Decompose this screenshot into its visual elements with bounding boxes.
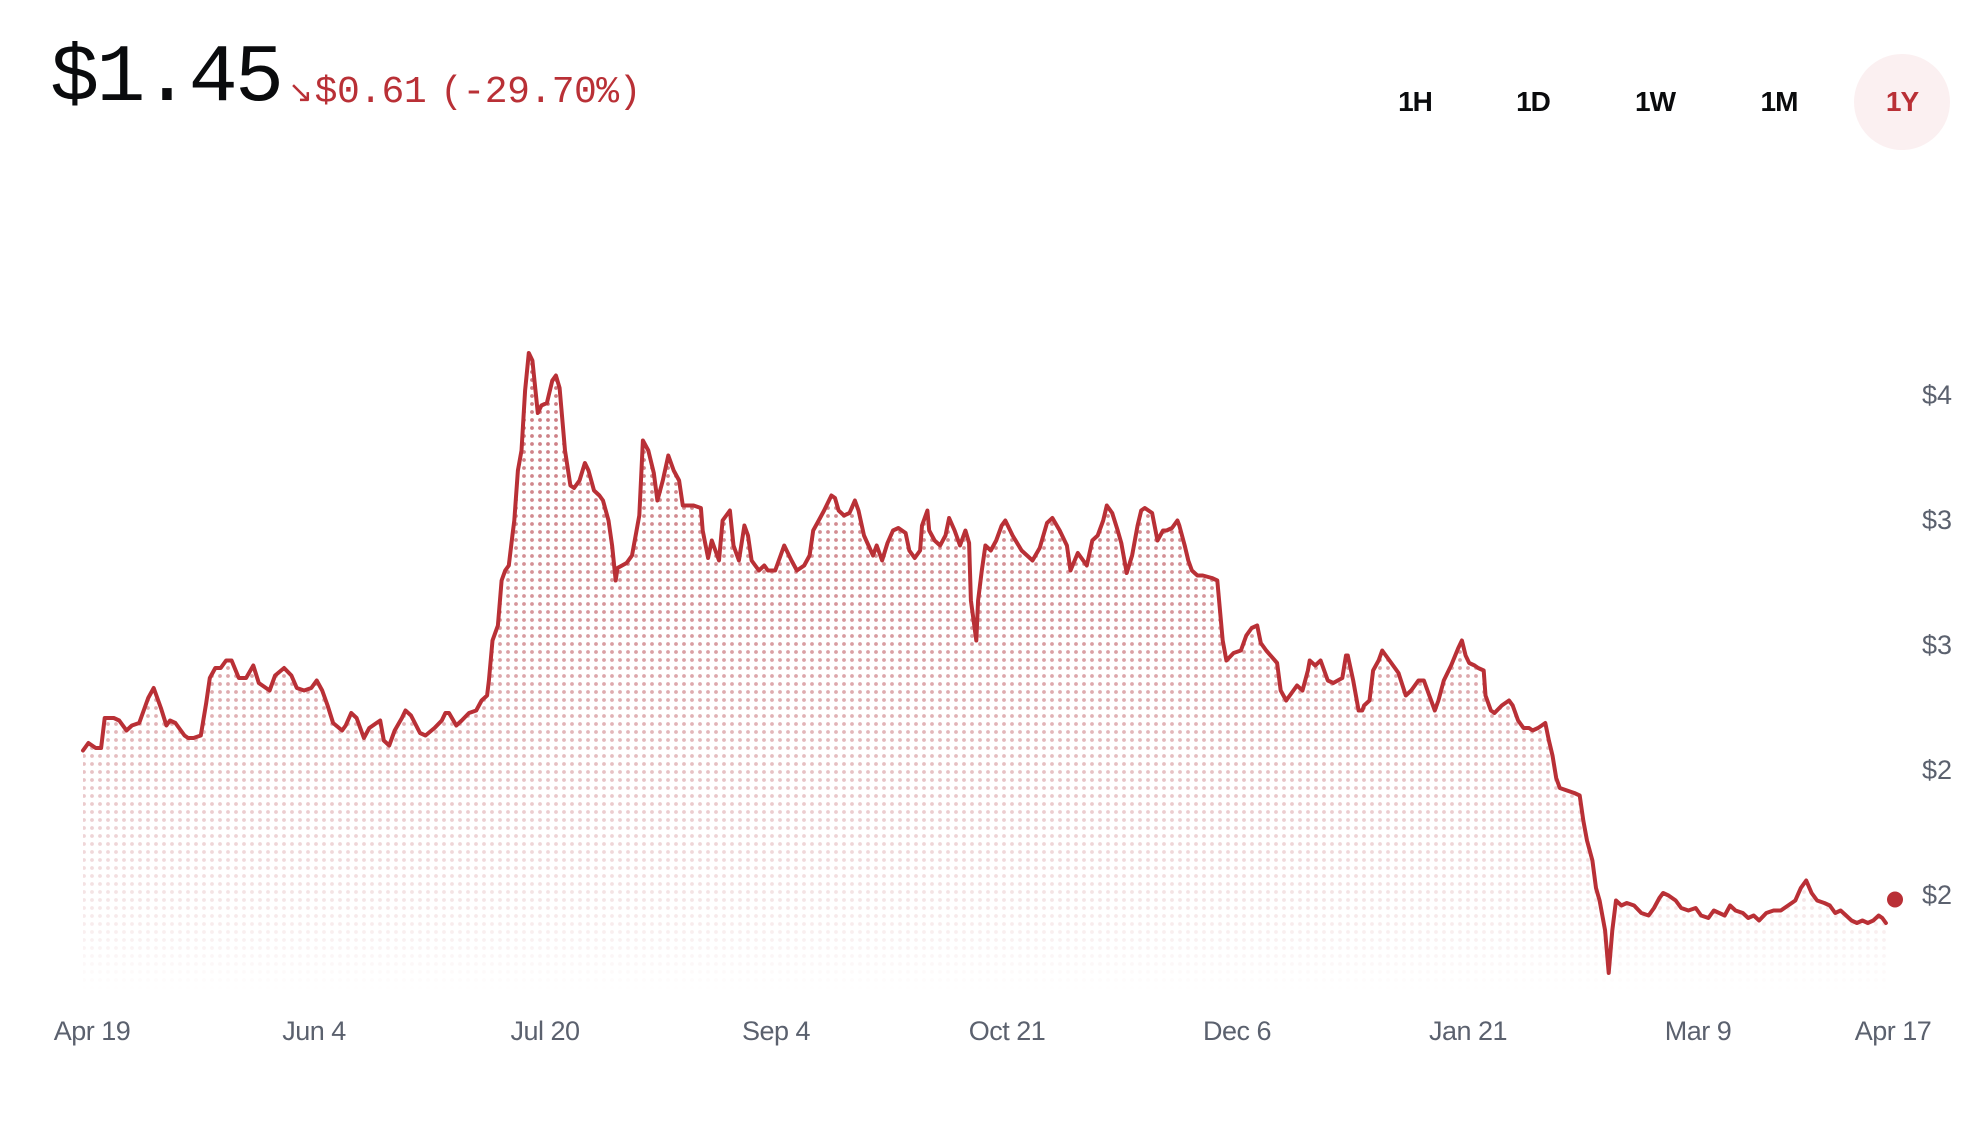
x-tick-label: Apr 17: [1854, 1016, 1932, 1046]
x-tick-label: Jan 21: [1428, 1016, 1508, 1046]
y-tick-label: $2: [1921, 880, 1952, 910]
x-tick-label: Sep 4: [741, 1016, 811, 1046]
x-tick-label: Dec 6: [1202, 1016, 1272, 1046]
change-amount: $0.61: [314, 71, 427, 114]
x-tick-label: Oct 21: [968, 1016, 1046, 1046]
change-percent: (-29.70%): [440, 71, 641, 114]
x-tick-label: Jul 20: [510, 1016, 580, 1046]
range-1d[interactable]: 1D: [1516, 86, 1551, 117]
range-1y[interactable]: 1Y: [1854, 54, 1950, 150]
price-change: ↘ $0.61 (-29.70%): [288, 74, 641, 112]
price-line: [81, 351, 1888, 975]
x-tick-label: Mar 9: [1664, 1016, 1732, 1046]
area-fill: [83, 353, 1886, 990]
range-1m[interactable]: 1M: [1760, 86, 1799, 117]
current-price: $1.45: [50, 32, 284, 125]
range-1w[interactable]: 1W: [1635, 86, 1676, 117]
y-tick-label: $4: [1921, 380, 1952, 410]
x-tick-label: Jun 4: [282, 1016, 346, 1046]
arrow-down-right-icon: ↘: [288, 75, 313, 110]
y-tick-label: $2: [1921, 755, 1952, 785]
time-range-selector: 1H 1D 1W 1M 1Y: [1356, 54, 1976, 150]
current-price-marker: [1887, 891, 1903, 908]
y-tick-label: $3: [1921, 630, 1952, 660]
x-tick-label: Apr 19: [53, 1016, 131, 1046]
y-tick-label: $3: [1921, 505, 1952, 535]
range-1h[interactable]: 1H: [1398, 86, 1433, 117]
